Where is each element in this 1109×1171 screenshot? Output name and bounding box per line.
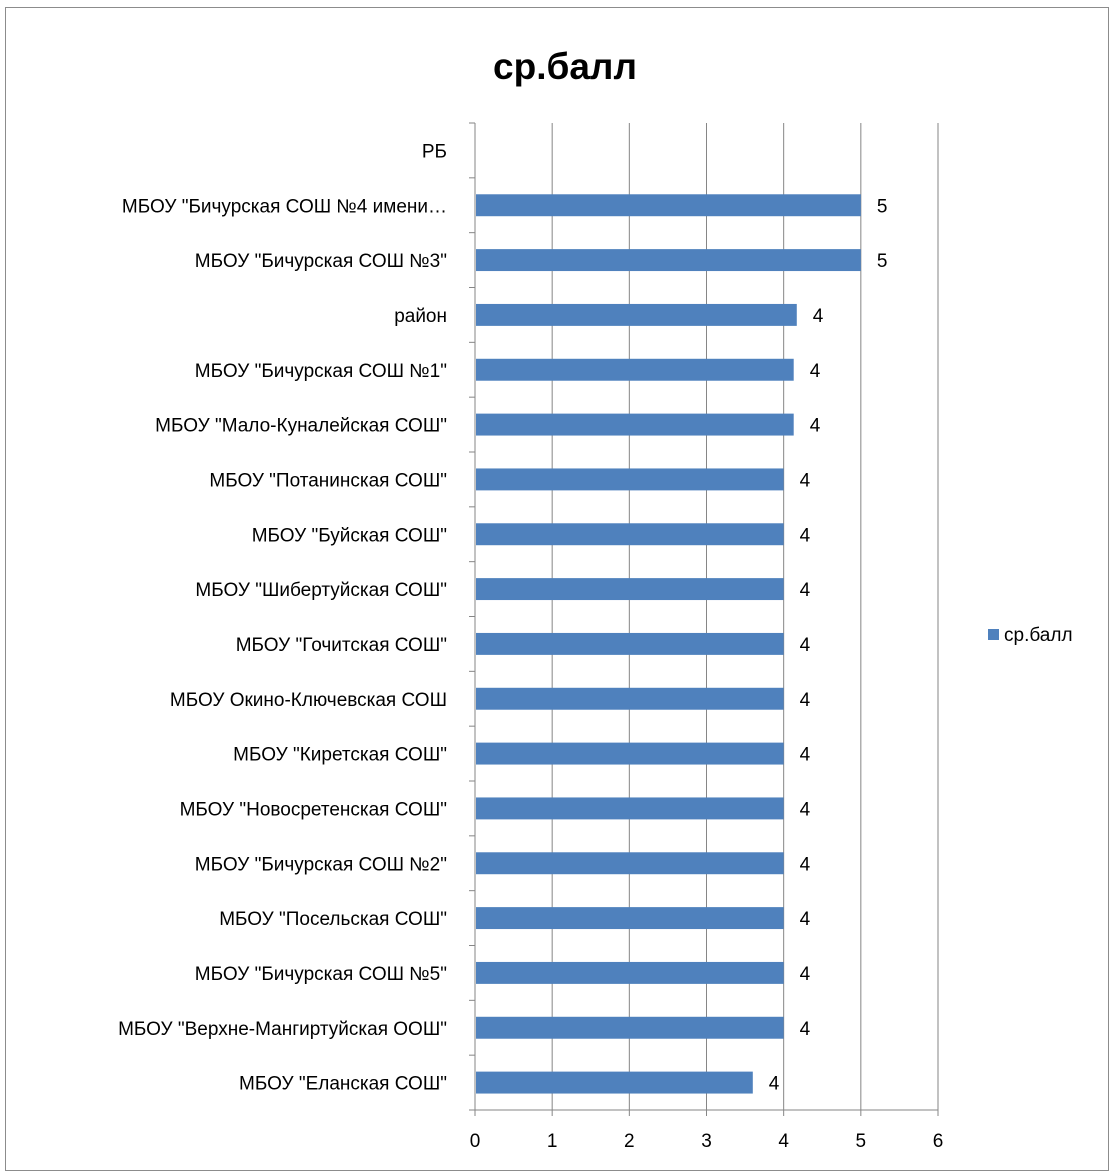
bar [476,413,794,436]
bar [476,687,784,710]
category-label: РБ [422,141,447,162]
x-tick-label: 3 [701,1131,712,1152]
data-label: 4 [800,525,811,546]
bars [476,194,861,1094]
category-label: МБОУ "Буйская СОШ" [252,525,447,546]
bar [476,961,784,984]
bar [476,523,784,546]
data-label: 4 [769,1074,780,1095]
category-label: МБОУ "Бичурская СОШ №2" [195,854,447,875]
data-label: 4 [810,416,821,437]
data-label: 4 [800,690,811,711]
category-label: МБОУ "Шибертуйская СОШ" [195,580,447,601]
chart-title: ср.балл [493,46,637,87]
bar [476,1071,753,1094]
bar [476,1016,784,1039]
x-tick-label: 1 [547,1131,558,1152]
category-label: район [394,306,447,327]
data-label: 4 [800,909,811,930]
bar [476,194,861,217]
bar [476,852,784,875]
bar [476,578,784,601]
category-label: МБОУ "Киретская СОШ" [233,745,447,766]
x-tick-labels: 0 1 2 3 4 5 6 [470,1131,944,1152]
data-label: 4 [800,799,811,820]
legend-label: ср.балл [1004,625,1073,646]
data-label: 4 [800,580,811,601]
x-tick-label: 0 [470,1131,481,1152]
legend: ср.балл [988,625,1073,646]
data-label: 4 [813,306,824,327]
bar [476,303,797,326]
data-label: 4 [800,470,811,491]
category-label: МБОУ "Новосретенская СОШ" [180,799,447,820]
category-label: МБОУ "Бичурская СОШ №5" [195,964,447,985]
category-label: МБОУ "Мало-Куналейская СОШ" [155,416,447,437]
x-tick-label: 6 [933,1131,944,1152]
category-labels: РБ МБОУ "Бичурская СОШ №4 имени… МБОУ "Бич… [118,141,447,1094]
category-label: МБОУ "Бичурская СОШ №3" [195,251,447,272]
bar [476,249,861,272]
axes [469,122,939,1116]
bar [476,907,784,930]
category-label: МБОУ "Еланская СОШ" [239,1074,447,1095]
data-label: 5 [877,196,888,217]
category-label: МБОУ "Посельская СОШ" [219,909,447,930]
bar [476,468,784,491]
data-label: 4 [800,745,811,766]
data-label: 4 [810,361,821,382]
data-labels: 5 5 4 4 4 4 4 4 4 4 4 4 4 4 4 4 4 [769,196,888,1094]
data-label: 4 [800,635,811,656]
data-label: 5 [877,251,888,272]
x-tick-label: 4 [778,1131,789,1152]
grid-lines [551,123,939,1110]
bar [476,358,794,381]
category-label: МБОУ "Гочитская СОШ" [236,635,447,656]
x-tick-label: 5 [856,1131,867,1152]
legend-swatch [988,629,999,640]
data-label: 4 [800,1019,811,1040]
category-label: МБОУ "Бичурская СОШ №1" [195,361,447,382]
x-tick-label: 2 [624,1131,635,1152]
bar [476,797,784,820]
category-label: МБОУ Окино-Ключевская СОШ [170,690,447,711]
category-label: МБОУ "Верхне-Мангиртуйская ООШ" [118,1019,447,1040]
data-label: 4 [800,854,811,875]
category-label: МБОУ "Бичурская СОШ №4 имени… [122,196,447,217]
data-label: 4 [800,964,811,985]
category-label: МБОУ "Потанинская СОШ" [209,470,447,491]
bar [476,632,784,655]
bar [476,742,784,765]
